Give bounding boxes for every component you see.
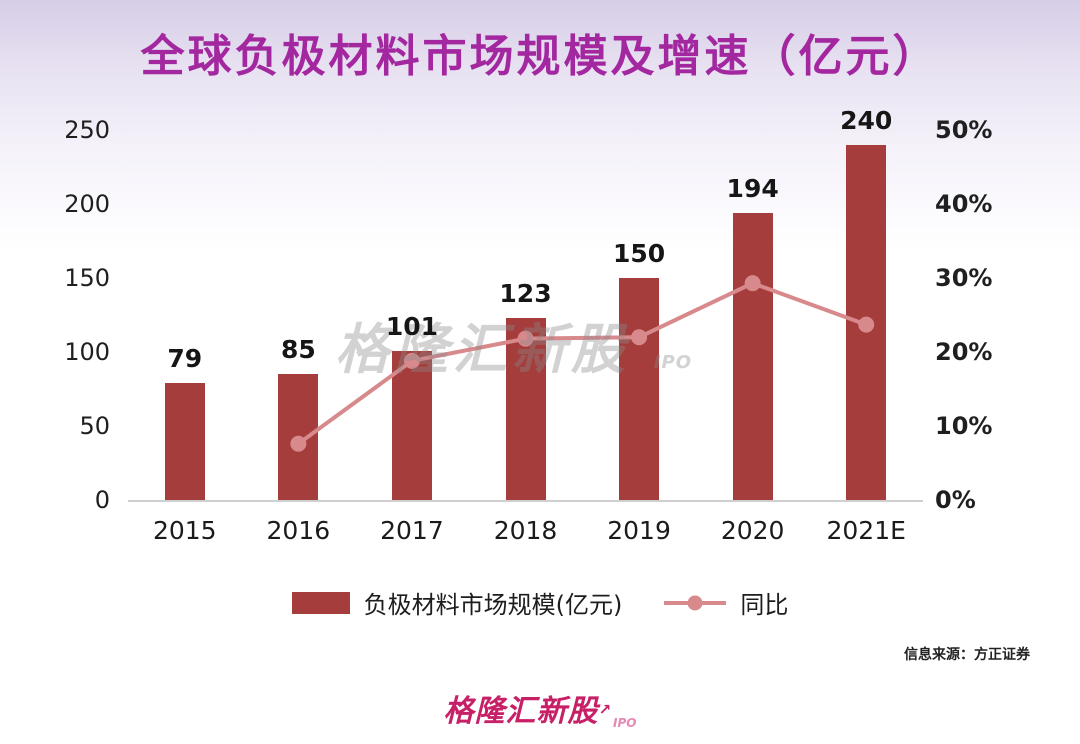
bar-value-label: 123 xyxy=(499,278,552,308)
line-dot-icon xyxy=(687,595,703,610)
logo-sub: IPO xyxy=(613,716,637,730)
bar-value-label: 79 xyxy=(167,344,203,374)
left-tick-label: 250 xyxy=(64,116,110,144)
right-tick-label: 20% xyxy=(935,338,993,366)
left-tick-label: 150 xyxy=(64,264,110,292)
x-tick-label: 2018 xyxy=(493,516,558,545)
bar-value-label: 194 xyxy=(726,173,779,203)
left-tick-label: 200 xyxy=(64,190,110,218)
x-axis: 2015 2016 2017 2018 2019 2020 2021E xyxy=(128,516,923,550)
left-tick-label: 100 xyxy=(64,338,110,366)
bar-value-label: 240 xyxy=(840,105,893,135)
right-tick-label: 10% xyxy=(935,412,993,440)
chart-title: 全球负极材料市场规模及增速（亿元） xyxy=(140,31,940,82)
plot-area: 79 85 101 123 150 194 240 xyxy=(128,106,923,502)
bar xyxy=(164,383,205,500)
bar-value-label: 85 xyxy=(280,335,316,365)
yoy-point xyxy=(744,275,761,292)
x-tick-label: 2019 xyxy=(607,516,671,545)
yoy-line xyxy=(297,281,867,446)
bar xyxy=(619,278,660,500)
x-tick-label: 2016 xyxy=(266,516,331,545)
x-tick-label: 2020 xyxy=(720,516,785,545)
legend-label-line: 同比 xyxy=(740,591,789,619)
bar-swatch-icon xyxy=(291,591,350,614)
right-axis: 50% 40% 30% 20% 10% 0% xyxy=(935,116,1025,514)
right-tick-label: 30% xyxy=(935,264,993,292)
yoy-point xyxy=(403,352,420,369)
yoy-point xyxy=(858,316,875,333)
logo-text: 格隆汇新股 xyxy=(443,694,599,729)
bar xyxy=(732,212,773,500)
x-tick-label: 2015 xyxy=(152,516,217,545)
line-swatch-icon xyxy=(664,595,727,610)
bar xyxy=(391,350,432,500)
bar xyxy=(505,317,546,500)
bar-value-label: 150 xyxy=(612,239,666,268)
legend-item-bar: 负极材料市场规模(亿元) xyxy=(291,585,623,620)
legend-label-bar: 负极材料市场规模(亿元) xyxy=(363,591,623,619)
right-tick-label: 0% xyxy=(935,486,976,514)
x-tick-label: 2021E xyxy=(826,516,906,545)
left-tick-label: 0 xyxy=(94,486,110,514)
right-tick-label: 40% xyxy=(935,190,993,218)
right-tick-label: 50% xyxy=(935,116,993,144)
source-note: 信息来源：方正证券 xyxy=(904,647,1030,663)
line-series xyxy=(290,275,875,452)
arrow-up-icon: ↗ xyxy=(598,700,612,719)
footer-logo: 格隆汇新股↗IPO xyxy=(0,686,1080,730)
legend-item-line: 同比 xyxy=(664,585,788,620)
yoy-point xyxy=(517,330,534,347)
left-tick-label: 50 xyxy=(79,412,110,440)
legend: 负极材料市场规模(亿元) 同比 xyxy=(0,585,1080,620)
left-axis: 250 200 150 100 50 0 xyxy=(38,116,110,514)
yoy-point xyxy=(631,329,648,346)
x-tick-label: 2017 xyxy=(380,516,444,545)
bar-value-label: 101 xyxy=(385,311,439,341)
yoy-point xyxy=(290,435,307,452)
